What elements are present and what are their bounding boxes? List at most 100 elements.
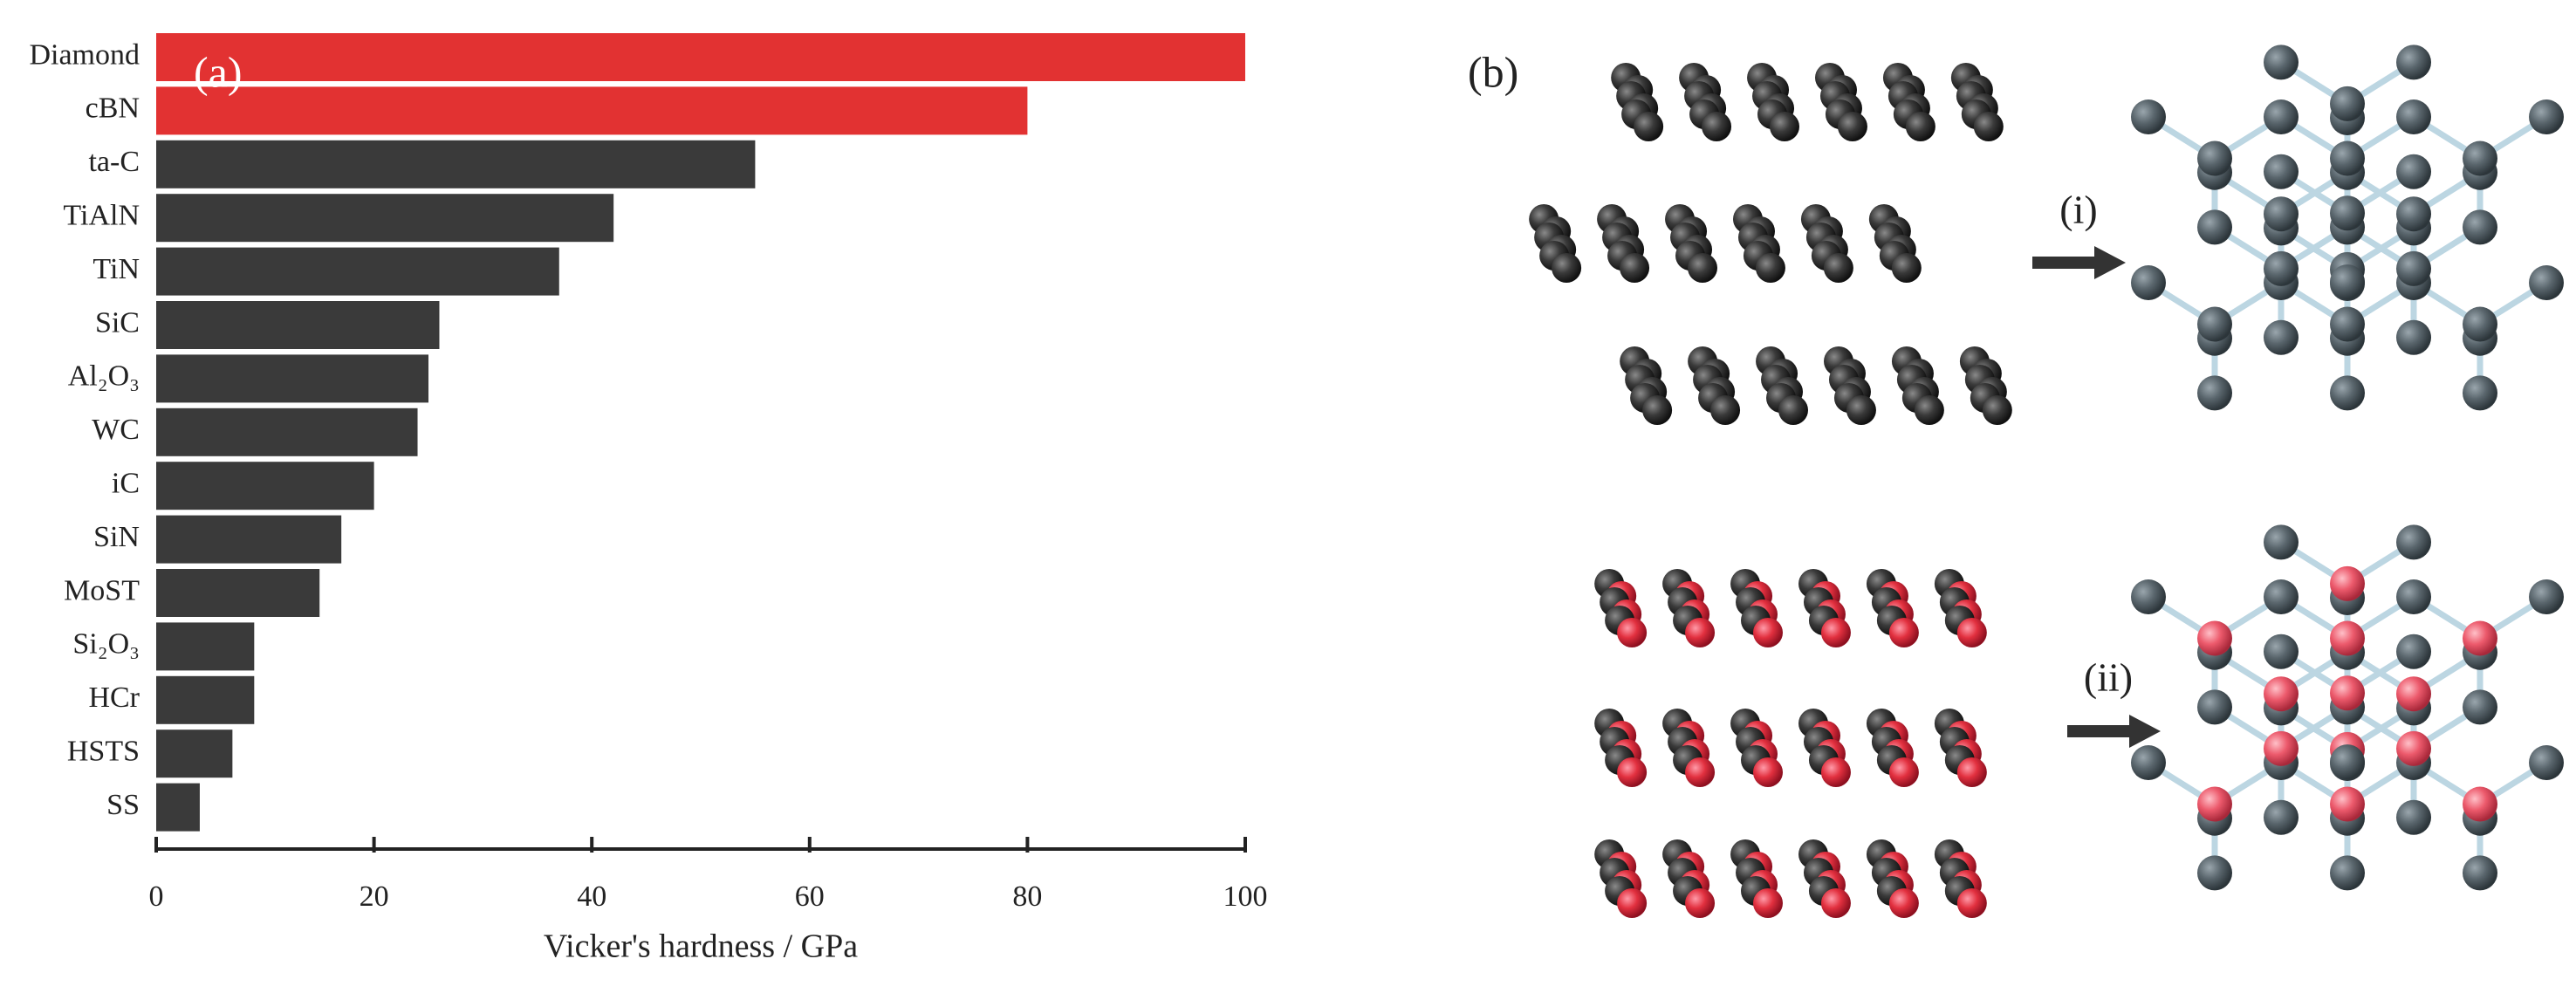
atom: [2131, 99, 2166, 135]
atom: [2396, 579, 2431, 615]
atom: [2330, 264, 2365, 300]
atom: [1552, 253, 1582, 283]
panel-label: (b): [1468, 47, 1518, 96]
atom: [1956, 757, 1987, 787]
atom: [1888, 618, 1919, 647]
atom: [2131, 745, 2166, 781]
atom: [2330, 620, 2365, 656]
structures: [1529, 45, 2564, 918]
atom: [2396, 196, 2431, 232]
atom: [2264, 319, 2299, 355]
atom: [1755, 253, 1785, 283]
bar: [156, 33, 1245, 81]
atom: [2396, 799, 2431, 835]
atom: [1982, 395, 2012, 425]
bar: [156, 569, 320, 617]
x-tick-label: 20: [360, 880, 389, 913]
atom: [2131, 265, 2166, 301]
bar: [156, 140, 756, 188]
atom: [1823, 253, 1853, 283]
x-tick-label: 40: [577, 880, 606, 913]
bar: [156, 515, 342, 564]
atom: [1688, 253, 1717, 283]
y-tick-label: TiAlN: [63, 199, 140, 231]
atom: [2330, 786, 2365, 822]
atom: [2396, 250, 2431, 286]
atom: [1753, 888, 1783, 918]
atom: [2330, 140, 2365, 176]
atom: [2330, 675, 2365, 711]
y-tick-label: TiN: [92, 253, 140, 285]
atom: [1710, 395, 1741, 425]
atom: [2197, 620, 2232, 656]
atom: [2463, 140, 2497, 176]
atom: [1820, 888, 1851, 918]
atom: [2264, 45, 2299, 80]
x-tick-label: 0: [149, 880, 164, 913]
atom: [1620, 253, 1650, 283]
atom: [1685, 618, 1716, 647]
bar: [156, 301, 440, 349]
atom: [2197, 306, 2232, 342]
atom: [2330, 306, 2365, 342]
arrow-label: (ii): [2084, 655, 2133, 700]
atom: [1642, 395, 1673, 425]
atom: [2396, 99, 2431, 135]
atom: [1820, 757, 1851, 787]
bar: [156, 354, 428, 403]
atom: [1956, 888, 1987, 918]
bar: [156, 86, 1028, 135]
y-tick-label: Al₂O₃: [68, 360, 140, 393]
atom: [2131, 579, 2166, 615]
bar-chart: Diamond cBN ta-C TiAlN TiN SiC Al₂O₃ WC iC SiN MoS…: [29, 33, 1268, 965]
atom: [2197, 855, 2232, 891]
atom: [2529, 745, 2564, 781]
atom: [1973, 112, 2004, 141]
bar: [156, 622, 255, 671]
bar: [156, 194, 614, 243]
atom: [1891, 253, 1922, 283]
atom: [2264, 579, 2299, 615]
atom: [2396, 634, 2431, 669]
arrow: [2067, 715, 2161, 748]
atom: [2264, 250, 2299, 286]
arrow-label: (i): [2059, 188, 2097, 232]
atom: [2529, 579, 2564, 615]
bar: [156, 462, 374, 510]
atom: [2463, 306, 2497, 342]
atom: [2197, 689, 2232, 725]
x-axis-title: Vicker's hardness / GPa: [544, 928, 858, 965]
atom: [2463, 689, 2497, 725]
atom: [2264, 196, 2299, 232]
bar: [156, 408, 418, 456]
atom: [2463, 209, 2497, 245]
atom: [1888, 757, 1919, 787]
atom: [1778, 395, 1808, 425]
atom: [2330, 375, 2365, 411]
atom: [2197, 786, 2232, 822]
atom: [2330, 86, 2365, 121]
atom: [1753, 618, 1783, 647]
atom: [2396, 154, 2431, 189]
y-tick-label: MoST: [64, 574, 140, 606]
atom: [2463, 620, 2497, 656]
atom: [2396, 524, 2431, 560]
y-tick-label: SiN: [93, 521, 140, 553]
atom: [2330, 195, 2365, 231]
atom: [1617, 618, 1648, 647]
bar: [156, 675, 255, 724]
y-tick-label: SiC: [95, 306, 140, 339]
atom: [1685, 888, 1716, 918]
atom: [1846, 395, 1876, 425]
y-tick-label: iC: [112, 467, 140, 499]
atom: [2330, 855, 2365, 891]
atom: [2197, 209, 2232, 245]
atom: [1837, 112, 1867, 141]
atom: [2264, 730, 2299, 766]
y-tick-label: Si₂O₃: [72, 628, 140, 661]
atom: [1888, 888, 1919, 918]
atom: [2330, 744, 2365, 780]
y-tick-label: HCr: [88, 682, 140, 714]
bar: [156, 729, 233, 778]
